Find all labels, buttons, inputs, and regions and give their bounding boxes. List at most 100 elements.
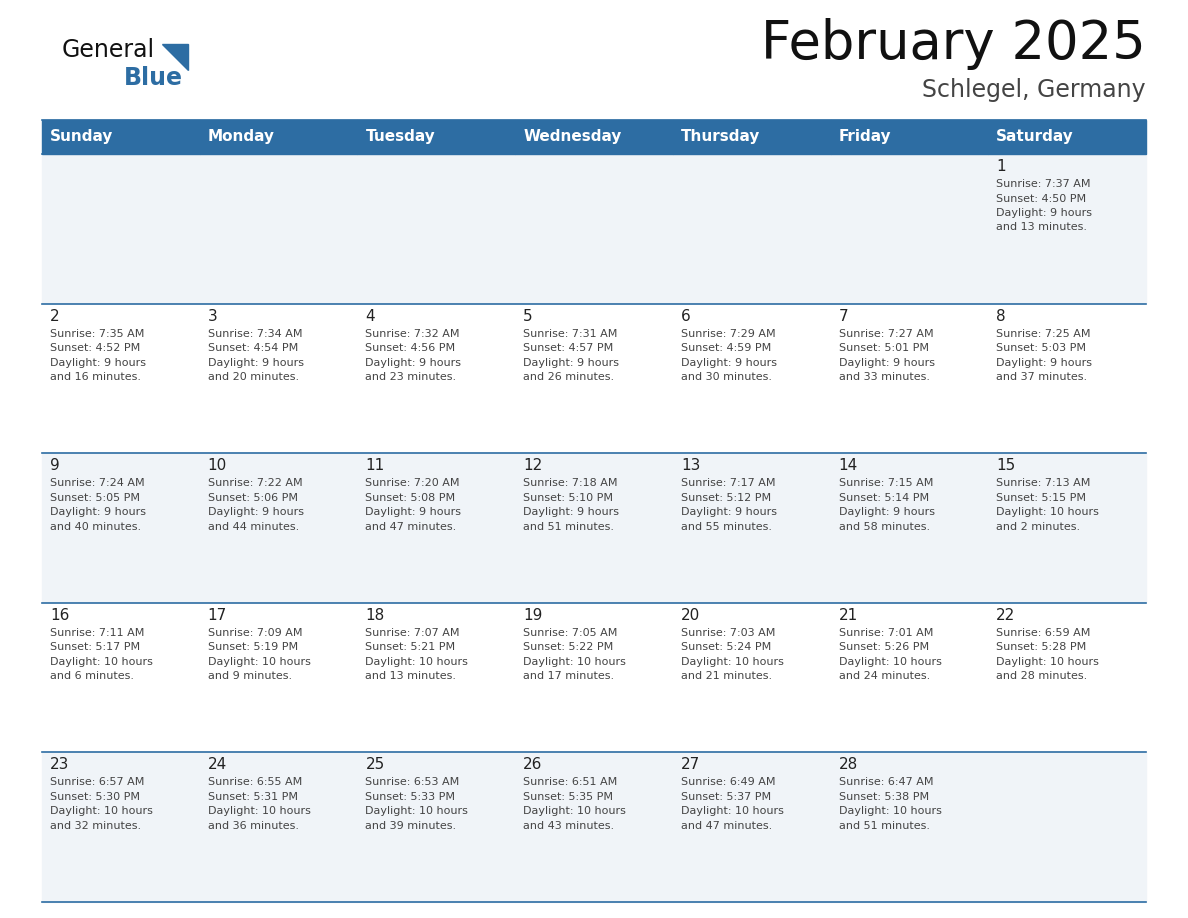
Text: 8: 8 <box>997 308 1006 324</box>
Bar <box>672 603 830 753</box>
Text: 3: 3 <box>208 308 217 324</box>
Text: Sunset: 4:57 PM: Sunset: 4:57 PM <box>523 343 613 353</box>
Text: Daylight: 10 hours: Daylight: 10 hours <box>681 806 784 816</box>
Text: Sunrise: 7:03 AM: Sunrise: 7:03 AM <box>681 628 776 638</box>
Text: Sunset: 5:37 PM: Sunset: 5:37 PM <box>681 792 771 802</box>
Text: Daylight: 9 hours: Daylight: 9 hours <box>839 358 935 367</box>
Text: Sunset: 5:08 PM: Sunset: 5:08 PM <box>366 493 455 503</box>
Text: Sunset: 5:33 PM: Sunset: 5:33 PM <box>366 792 455 802</box>
Text: and 17 minutes.: and 17 minutes. <box>523 671 614 681</box>
Bar <box>672 154 830 304</box>
Text: Sunrise: 7:11 AM: Sunrise: 7:11 AM <box>50 628 145 638</box>
Bar <box>200 304 358 453</box>
Text: Daylight: 9 hours: Daylight: 9 hours <box>681 508 777 517</box>
Text: Sunset: 4:50 PM: Sunset: 4:50 PM <box>997 194 1086 204</box>
Text: Daylight: 10 hours: Daylight: 10 hours <box>839 806 941 816</box>
Text: Sunset: 5:15 PM: Sunset: 5:15 PM <box>997 493 1086 503</box>
Text: and 21 minutes.: and 21 minutes. <box>681 671 772 681</box>
Text: Sunset: 5:35 PM: Sunset: 5:35 PM <box>523 792 613 802</box>
Text: Daylight: 9 hours: Daylight: 9 hours <box>366 508 461 517</box>
Text: 28: 28 <box>839 757 858 772</box>
Text: Schlegel, Germany: Schlegel, Germany <box>922 78 1146 102</box>
Text: Sunset: 5:12 PM: Sunset: 5:12 PM <box>681 493 771 503</box>
Text: 13: 13 <box>681 458 700 473</box>
Text: Sunset: 5:24 PM: Sunset: 5:24 PM <box>681 643 771 653</box>
Text: Daylight: 10 hours: Daylight: 10 hours <box>681 656 784 666</box>
Text: 7: 7 <box>839 308 848 324</box>
Text: 20: 20 <box>681 608 700 622</box>
Bar <box>358 120 516 154</box>
Text: and 2 minutes.: and 2 minutes. <box>997 521 1080 532</box>
Bar <box>516 154 672 304</box>
Text: Sunset: 5:05 PM: Sunset: 5:05 PM <box>50 493 140 503</box>
Bar <box>830 453 988 603</box>
Text: and 32 minutes.: and 32 minutes. <box>50 821 141 831</box>
Text: Wednesday: Wednesday <box>523 129 621 144</box>
Text: Monday: Monday <box>208 129 274 144</box>
Text: 12: 12 <box>523 458 543 473</box>
Text: Sunset: 4:59 PM: Sunset: 4:59 PM <box>681 343 771 353</box>
Text: Sunset: 5:38 PM: Sunset: 5:38 PM <box>839 792 929 802</box>
Text: Daylight: 10 hours: Daylight: 10 hours <box>50 806 153 816</box>
Text: 14: 14 <box>839 458 858 473</box>
Text: and 37 minutes.: and 37 minutes. <box>997 372 1087 382</box>
Text: Daylight: 10 hours: Daylight: 10 hours <box>366 656 468 666</box>
Text: and 51 minutes.: and 51 minutes. <box>839 821 929 831</box>
Text: and 24 minutes.: and 24 minutes. <box>839 671 930 681</box>
Text: 24: 24 <box>208 757 227 772</box>
Text: Sunset: 5:06 PM: Sunset: 5:06 PM <box>208 493 298 503</box>
Text: 5: 5 <box>523 308 532 324</box>
Bar <box>358 753 516 902</box>
Text: Sunrise: 6:51 AM: Sunrise: 6:51 AM <box>523 778 618 788</box>
Text: Daylight: 9 hours: Daylight: 9 hours <box>50 508 146 517</box>
Text: 10: 10 <box>208 458 227 473</box>
Text: Daylight: 10 hours: Daylight: 10 hours <box>997 508 1099 517</box>
Text: Sunset: 5:14 PM: Sunset: 5:14 PM <box>839 493 929 503</box>
Text: 15: 15 <box>997 458 1016 473</box>
Text: 27: 27 <box>681 757 700 772</box>
Text: Daylight: 9 hours: Daylight: 9 hours <box>208 508 304 517</box>
Text: Sunrise: 7:31 AM: Sunrise: 7:31 AM <box>523 329 618 339</box>
Bar <box>42 120 200 154</box>
Text: Daylight: 9 hours: Daylight: 9 hours <box>523 358 619 367</box>
Text: Sunday: Sunday <box>50 129 113 144</box>
Bar <box>42 453 200 603</box>
Text: Daylight: 9 hours: Daylight: 9 hours <box>208 358 304 367</box>
Bar <box>358 603 516 753</box>
Text: Sunrise: 7:25 AM: Sunrise: 7:25 AM <box>997 329 1091 339</box>
Text: Daylight: 10 hours: Daylight: 10 hours <box>997 656 1099 666</box>
Bar <box>358 453 516 603</box>
Text: Daylight: 9 hours: Daylight: 9 hours <box>997 358 1092 367</box>
Text: Sunrise: 6:55 AM: Sunrise: 6:55 AM <box>208 778 302 788</box>
Bar <box>516 453 672 603</box>
Text: Sunset: 4:52 PM: Sunset: 4:52 PM <box>50 343 140 353</box>
Text: Sunrise: 6:57 AM: Sunrise: 6:57 AM <box>50 778 145 788</box>
Text: Sunset: 5:31 PM: Sunset: 5:31 PM <box>208 792 298 802</box>
Text: Sunrise: 7:20 AM: Sunrise: 7:20 AM <box>366 478 460 488</box>
Text: Daylight: 10 hours: Daylight: 10 hours <box>523 806 626 816</box>
Text: and 44 minutes.: and 44 minutes. <box>208 521 299 532</box>
Text: Sunrise: 7:27 AM: Sunrise: 7:27 AM <box>839 329 934 339</box>
Text: Thursday: Thursday <box>681 129 760 144</box>
Text: and 6 minutes.: and 6 minutes. <box>50 671 134 681</box>
Text: Sunrise: 7:34 AM: Sunrise: 7:34 AM <box>208 329 302 339</box>
Text: and 23 minutes.: and 23 minutes. <box>366 372 456 382</box>
Text: Sunset: 5:01 PM: Sunset: 5:01 PM <box>839 343 929 353</box>
Text: and 47 minutes.: and 47 minutes. <box>366 521 456 532</box>
Text: Blue: Blue <box>124 66 183 90</box>
Text: Sunrise: 7:07 AM: Sunrise: 7:07 AM <box>366 628 460 638</box>
Text: 26: 26 <box>523 757 543 772</box>
Text: Sunset: 5:19 PM: Sunset: 5:19 PM <box>208 643 298 653</box>
Text: Daylight: 10 hours: Daylight: 10 hours <box>523 656 626 666</box>
Text: Daylight: 10 hours: Daylight: 10 hours <box>50 656 153 666</box>
Text: Daylight: 9 hours: Daylight: 9 hours <box>50 358 146 367</box>
Text: Sunrise: 7:17 AM: Sunrise: 7:17 AM <box>681 478 776 488</box>
Text: Sunrise: 7:35 AM: Sunrise: 7:35 AM <box>50 329 145 339</box>
Bar <box>672 120 830 154</box>
Bar <box>42 304 200 453</box>
Text: and 36 minutes.: and 36 minutes. <box>208 821 298 831</box>
Text: Sunrise: 7:24 AM: Sunrise: 7:24 AM <box>50 478 145 488</box>
Text: and 58 minutes.: and 58 minutes. <box>839 521 930 532</box>
Text: February 2025: February 2025 <box>762 18 1146 70</box>
Bar <box>516 120 672 154</box>
